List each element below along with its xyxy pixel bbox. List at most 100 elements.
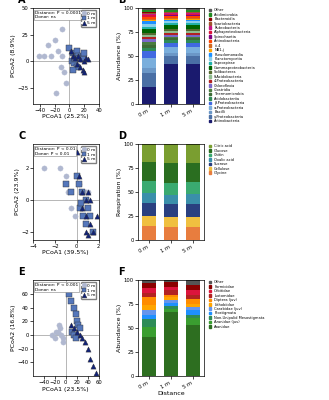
Bar — [142, 305, 156, 310]
Bar — [186, 8, 200, 10]
Y-axis label: Respiration (%): Respiration (%) — [117, 168, 122, 216]
Bar — [186, 310, 200, 315]
Bar — [186, 15, 200, 16]
Point — [85, 189, 90, 195]
X-axis label: PCoA1 (23.5%): PCoA1 (23.5%) — [42, 386, 89, 392]
Bar — [164, 217, 178, 226]
Bar — [164, 144, 178, 163]
Point — [75, 322, 81, 328]
Point — [77, 332, 82, 338]
Bar — [186, 64, 200, 104]
Point — [85, 56, 90, 62]
Point — [49, 53, 54, 59]
Bar — [142, 42, 156, 45]
Bar — [164, 195, 178, 204]
Bar — [186, 16, 200, 18]
Point — [72, 213, 77, 219]
Bar — [142, 13, 156, 14]
Bar — [186, 40, 200, 43]
Point — [76, 181, 82, 187]
Point — [74, 149, 79, 155]
Point — [70, 66, 76, 73]
Bar — [164, 43, 178, 48]
Legend: 0 m, 1 m, 5 m: 0 m, 1 m, 5 m — [81, 282, 96, 299]
Bar — [142, 16, 156, 18]
Bar — [164, 306, 178, 309]
Bar — [142, 87, 156, 104]
Bar — [164, 204, 178, 217]
Point — [74, 173, 79, 179]
Point — [87, 197, 92, 203]
Point — [85, 205, 90, 211]
Bar — [142, 293, 156, 298]
Bar — [142, 144, 156, 162]
Bar — [142, 20, 156, 21]
Bar — [164, 290, 178, 294]
Point — [53, 328, 59, 335]
Bar — [164, 53, 178, 56]
Point — [77, 205, 83, 211]
Legend: Other, Acidimicrobia, Bacteroidia, Spartobacteria, Rubrobacteria, Alphaproteobac: Other, Acidimicrobia, Bacteroidia, Spart… — [208, 8, 256, 124]
Bar — [186, 315, 200, 318]
Point — [80, 189, 85, 195]
Bar — [142, 193, 156, 202]
Point — [71, 304, 77, 311]
Point — [60, 53, 65, 59]
Point — [36, 53, 41, 59]
Bar — [186, 56, 200, 64]
Bar — [164, 282, 178, 287]
Text: Distance: P < 0.01
Donor: P < 0.01: Distance: P < 0.01 Donor: P < 0.01 — [35, 147, 75, 156]
Bar — [186, 285, 200, 290]
Bar — [142, 315, 156, 320]
Point — [87, 213, 92, 219]
Point — [80, 205, 85, 211]
Y-axis label: PCoA2 (8.9%): PCoA2 (8.9%) — [11, 34, 16, 77]
Point — [85, 346, 90, 352]
Bar — [164, 38, 178, 40]
Bar — [142, 38, 156, 39]
Bar — [186, 31, 200, 33]
Bar — [164, 30, 178, 31]
Point — [61, 335, 66, 342]
Point — [65, 189, 71, 195]
Bar — [186, 12, 200, 13]
Bar — [142, 39, 156, 42]
Point — [78, 55, 83, 61]
Bar — [142, 29, 156, 33]
Point — [69, 298, 74, 304]
Bar — [164, 309, 178, 312]
Point — [74, 318, 79, 324]
Point — [71, 60, 76, 66]
Point — [70, 50, 76, 56]
Text: Distance: P < 0.001
Donor: ns: Distance: P < 0.001 Donor: ns — [35, 283, 78, 292]
Bar — [164, 300, 178, 303]
Point — [83, 55, 88, 61]
Point — [69, 58, 74, 64]
Bar — [186, 33, 200, 35]
Bar — [164, 20, 178, 22]
Point — [76, 53, 81, 59]
Bar — [164, 10, 178, 12]
Point — [76, 173, 82, 179]
Point — [83, 197, 88, 203]
Point — [63, 173, 68, 179]
Bar — [164, 280, 178, 282]
Point — [87, 221, 92, 227]
Point — [41, 165, 46, 171]
Point — [71, 332, 77, 338]
Bar — [142, 33, 156, 34]
Bar — [186, 53, 200, 56]
Bar — [142, 58, 156, 68]
Legend: Citric acid, Glucose, Chitin, Oxalic acid, Sucrose, Cellulose, Glycine: Citric acid, Glucose, Chitin, Oxalic aci… — [208, 144, 235, 175]
Bar — [142, 320, 156, 327]
Point — [71, 325, 77, 331]
Point — [67, 45, 72, 52]
Point — [83, 213, 88, 219]
Point — [69, 189, 74, 195]
Point — [45, 42, 50, 48]
Point — [90, 229, 96, 235]
Point — [70, 328, 75, 335]
Point — [58, 165, 63, 171]
Point — [69, 205, 74, 211]
Point — [49, 332, 55, 338]
